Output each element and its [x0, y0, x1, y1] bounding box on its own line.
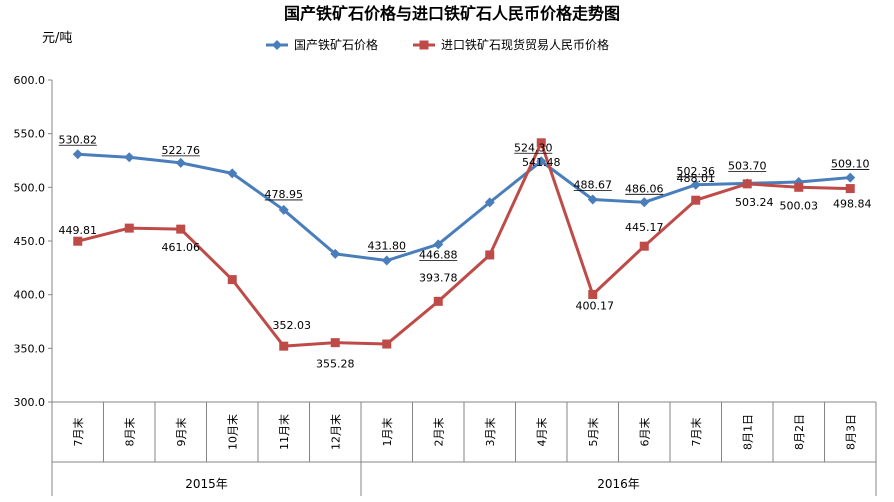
series-1-data-label: 478.95 [265, 188, 304, 201]
series-1-point [845, 172, 856, 183]
series-1-point [587, 194, 598, 205]
series-1-data-label: 431.80 [368, 240, 407, 253]
series-1-point [124, 152, 135, 163]
series-2-point [330, 338, 340, 348]
x-tick-label: 11月末 [277, 414, 291, 450]
series-1-point [330, 248, 341, 259]
y-tick-label: 400.0 [14, 289, 46, 302]
chart-title: 国产铁矿石价格与进口铁矿石人民币价格走势图 [284, 4, 620, 23]
year-group-label: 2015年 [185, 477, 228, 491]
y-axis-label: 元/吨 [42, 31, 72, 46]
series-2-point [73, 236, 83, 246]
legend-marker-1 [272, 40, 282, 50]
series-1-data-label: 502.36 [677, 165, 716, 178]
x-tick-label: 6月末 [637, 418, 651, 447]
y-tick-label: 600.0 [14, 74, 46, 87]
series-1-data-label: 488.67 [574, 178, 613, 191]
x-tick-label: 8月2日 [793, 414, 806, 450]
series-2-data-label: 488.01 [677, 172, 716, 185]
series-1-point [227, 168, 238, 179]
series-1-data-label: 524.30 [514, 141, 553, 154]
series-1-point [278, 204, 289, 215]
y-tick-label: 450.0 [14, 235, 46, 248]
y-tick-label: 350.0 [14, 342, 46, 355]
x-tick-label: 9月末 [174, 418, 188, 447]
axes: 300.0 350.0 400.0 450.0 500.0 550.0 600.0 7月末 8月… [14, 74, 877, 496]
x-tick-label: 5月末 [586, 418, 600, 447]
y-tick-label: 500.0 [14, 181, 46, 194]
series-1-data-label: 503.70 [728, 159, 767, 172]
series-1-point [639, 197, 650, 208]
series-1-point [381, 255, 392, 266]
series-2-data-label: 500.03 [780, 199, 819, 212]
x-tick-label: 4月末 [534, 418, 548, 447]
x-tick-label: 8月1日 [741, 414, 754, 450]
series-2-data-label: 449.81 [59, 224, 98, 237]
series-1-point [433, 239, 444, 250]
series-2-data-label: 461.06 [162, 241, 201, 254]
legend-label-1: 国产铁矿石价格 [294, 37, 378, 52]
series-2-data-label: 400.17 [576, 299, 615, 312]
legend-marker-2 [419, 40, 429, 50]
series-2-point [536, 138, 546, 148]
legend-label-2: 进口铁矿石现货贸易人民币价格 [441, 37, 609, 52]
series-2-data-label: 355.28 [316, 358, 355, 371]
series-2-point [279, 341, 289, 351]
series-2-point [742, 179, 752, 189]
series-1-point [175, 157, 186, 168]
y-tick-label: 300.0 [14, 396, 46, 409]
series-2-point [433, 296, 443, 306]
series-2-data-label: 503.24 [735, 196, 774, 209]
x-tick-label: 3月末 [483, 418, 497, 447]
series-line-2 [77, 141, 851, 348]
x-tick-label: 7月末 [71, 418, 85, 447]
series-2-point [382, 339, 392, 349]
x-tick-label: 12月末 [328, 414, 342, 450]
series-2-data-label: 498.84 [833, 198, 872, 211]
series-1-point [484, 197, 495, 208]
series-1-point [536, 156, 547, 167]
series-1-data-label: 509.10 [831, 158, 870, 171]
series-2-point [845, 184, 855, 194]
y-tick-label: 550.0 [14, 128, 46, 141]
series-layer [72, 138, 856, 351]
series-1-data-label: 446.88 [419, 248, 458, 261]
series-line-1 [77, 152, 851, 263]
x-tick-label: 8月末 [122, 418, 136, 447]
series-2-data-label: 445.17 [625, 221, 664, 234]
series-2-point [485, 250, 495, 260]
series-1-data-label: 486.06 [625, 182, 664, 195]
series-2-data-label: 541.48 [522, 156, 561, 169]
series-1-point [72, 149, 83, 160]
year-group-label: 2016年 [597, 477, 640, 491]
x-tick-label: 1月末 [380, 418, 394, 447]
series-2-data-label: 352.03 [273, 319, 312, 332]
series-2-point [639, 241, 649, 251]
series-2-point [124, 223, 134, 233]
series-1-data-label: 522.76 [162, 144, 201, 157]
legend: 国产铁矿石价格 进口铁矿石现货贸易人民币价格 [266, 37, 609, 52]
series-2-point [691, 195, 701, 205]
x-tick-label: 10月末 [225, 414, 239, 450]
x-tick-label: 8月3日 [844, 414, 857, 450]
x-tick-label: 7月末 [689, 418, 703, 447]
series-2-point [176, 224, 186, 234]
series-2-point [227, 275, 237, 285]
series-1-data-label: 530.82 [59, 133, 98, 146]
data-labels: 530.82 522.76 478.95 431.80 446.88 524.30 488.… [59, 133, 872, 370]
series-2-point [794, 182, 804, 192]
series-2-point [588, 289, 598, 299]
series-2-data-label: 393.78 [419, 271, 458, 284]
series-1-point [690, 179, 701, 190]
x-tick-label: 2月末 [431, 418, 445, 447]
